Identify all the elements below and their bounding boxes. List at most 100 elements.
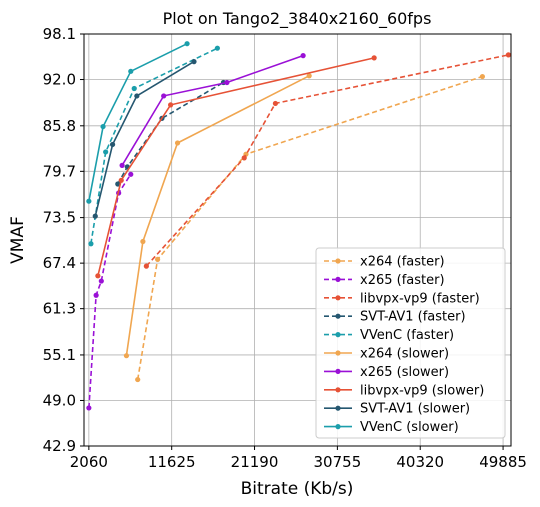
legend-label: x264 (slower) [360,347,449,362]
legend-marker [335,350,341,356]
legend-marker [335,387,341,393]
data-point [118,177,124,183]
x-ticks: 2060 11625 21190 30755 40320 49885 [70,446,527,471]
data-point [143,263,149,269]
data-point [155,256,161,263]
legend-box [315,247,506,439]
legend-item: x265 (faster) [324,273,445,288]
series-line [90,47,218,244]
x-tick-label: 11625 [148,453,196,471]
legend-label: VVenC (slower) [360,420,459,435]
series-svt-av1-slower [92,59,197,219]
x-axis-label: Bitrate (Kb/s) [241,479,354,499]
legend: x264 (faster) x265 (faster) libvpx-vp9 (fa… [315,247,506,439]
y-tick-label: 55.1 [43,346,76,364]
y-ticks: 42.9 49.0 55.1 61.3 67.4 73.5 79.7 85.8 92.0 98.1 [43,25,84,455]
series-line [145,54,509,267]
legend-label: x265 (faster) [360,273,445,288]
series-vvenc-faster [88,45,220,247]
data-point [109,141,116,148]
legend-marker [335,258,341,264]
data-point [131,85,137,92]
data-point [306,73,312,79]
legend-marker [335,295,341,301]
legend-marker [335,276,341,282]
series-line [88,173,132,408]
data-point [174,140,181,146]
y-axis-label: VMAF [8,216,28,264]
legend-item: SVT-AV1 (faster) [324,310,466,325]
y-tick-label: 42.9 [43,437,76,455]
data-point [505,52,512,58]
series-line [125,75,310,356]
data-point [98,278,104,284]
data-point [119,162,125,168]
data-point [479,73,486,80]
x-tick-label: 30755 [314,453,362,471]
y-tick-label: 92.0 [43,71,76,89]
legend-marker [335,332,341,338]
series-x264-faster [135,73,486,383]
legend-item: libvpx-vp9 (faster) [324,291,480,306]
series-vvenc-slower [86,41,190,204]
data-point [95,273,101,279]
y-tick-label: 98.1 [43,25,76,43]
data-point [115,181,121,187]
grid [84,33,511,447]
series-x264-slower [123,73,312,359]
legend-marker [335,368,341,374]
legend-label: SVT-AV1 (faster) [360,310,466,325]
legend-item: x265 (slower) [324,365,449,380]
series-line [97,57,375,276]
series-x265-slower [119,53,306,168]
legend-item: SVT-AV1 (slower) [324,402,470,417]
legend-label: x265 (slower) [360,365,449,380]
data-point [241,155,247,161]
data-point [168,102,174,108]
legend-label: libvpx-vp9 (slower) [360,383,484,398]
legend-marker [335,424,341,430]
data-point [371,55,377,61]
y-tick-label: 79.7 [43,162,76,180]
data-point [123,353,130,359]
data-point [88,241,94,247]
series-libvpx-vp9-slower [95,55,377,279]
x-tick-label: 21190 [231,453,279,471]
series-x265-faster [86,171,134,411]
series-libvpx-vp9-faster [143,52,512,269]
data-point [92,213,98,219]
x-tick-label: 2060 [70,453,108,471]
x-tick-label: 40320 [396,453,444,471]
plot-frame [83,33,512,447]
legend-item: x264 (slower) [324,347,449,362]
legend-item: libvpx-vp9 (slower) [324,383,484,398]
data-point [134,93,140,99]
legend-marker [335,405,341,411]
legend-item: VVenC (slower) [324,420,459,435]
legend-label: SVT-AV1 (slower) [360,402,470,417]
series-line [121,54,304,166]
data-point [86,198,92,204]
data-point [140,238,146,245]
y-tick-label: 49.0 [43,391,76,409]
legend-label: libvpx-vp9 (faster) [360,291,480,306]
data-point [128,171,134,177]
legend-label: x264 (faster) [360,255,445,270]
data-point [224,79,230,86]
chart-title: Plot on Tango2_3840x2160_60fps [163,9,432,29]
series-line [117,81,224,185]
data-point [86,405,92,411]
data-point [128,68,134,74]
data-point [161,93,167,99]
y-tick-label: 67.4 [43,254,76,272]
series-line [136,75,483,380]
data-point [184,41,190,47]
legend-marker [335,313,341,319]
data-point [214,45,220,51]
data-point [135,376,141,383]
series-line [88,42,188,202]
data-point [100,123,106,130]
data-point [93,292,99,298]
data-point [103,149,109,155]
